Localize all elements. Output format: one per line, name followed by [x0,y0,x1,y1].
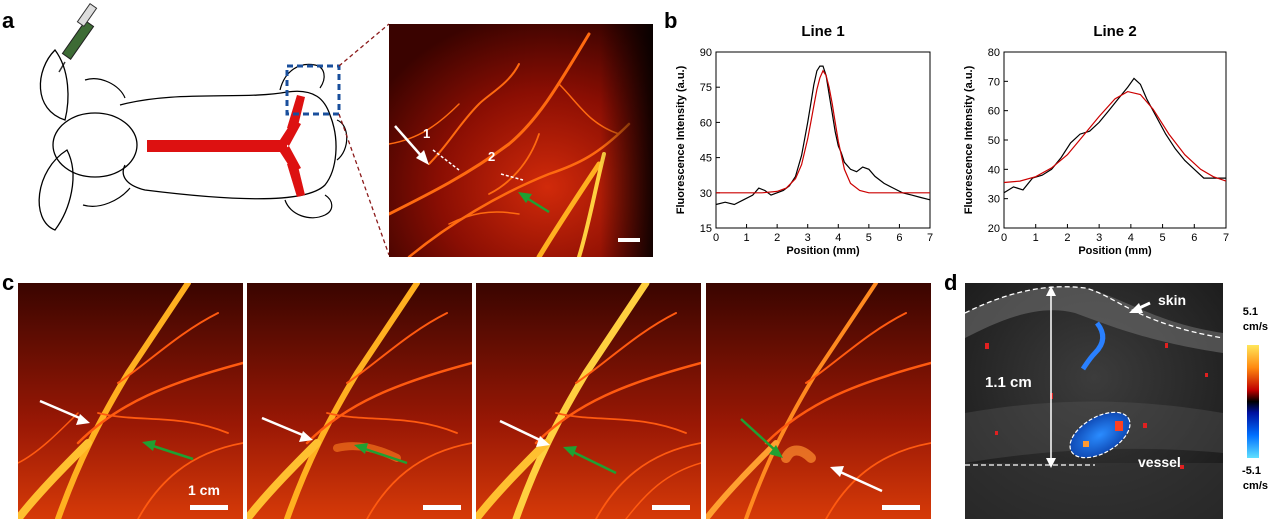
line-profile-chart-2: Line 2 0 1 2 3 4 5 6 7 20 30 40 50 60 70 80 Position (mm… [963,23,1229,257]
panel-d-letter: d [944,270,958,295]
chart2-xtick-label: 2 [1064,232,1070,244]
chart1-xtick-label: 2 [774,232,780,244]
chart2-xtick-label: 0 [1001,232,1007,244]
colorbar-min-unit: cm/s [1243,480,1268,492]
chart2-xtick-label: 1 [1033,232,1039,244]
chart2-xtick-label: 3 [1096,232,1102,244]
chart1-ytick-label: 45 [700,153,712,165]
chart2-plot-frame [1003,51,1227,229]
chart1-xlabel: Position (mm) [786,245,860,257]
panel-b-letter: b [664,8,678,33]
chart2-title: Line 2 [1093,23,1136,40]
chart2-xtick-label: 6 [1191,232,1197,244]
panel-a-letter: a [2,8,15,33]
colorbar-max-value: 5.1 [1243,306,1258,318]
chart2-xtick-label: 5 [1160,232,1166,244]
fluorescence-frame-1: 1 cm [18,283,243,519]
skin-label: skin [1158,292,1186,308]
chart2-series-fit-line [1003,90,1227,184]
fluorescence-frame-2 [247,283,472,519]
chart2-series-measured-line [1003,77,1226,194]
rabbit-schematic [38,2,390,256]
chart1-ytick-label: 60 [700,117,712,129]
chart2-ytick-label: 70 [988,76,1000,88]
chart1-ytick-label: 75 [700,82,712,94]
chart1-xtick-label: 3 [805,232,811,244]
chart1-series-fit-line [716,69,930,194]
chart1-ytick-label: 30 [700,188,712,200]
chart1-plot-frame [715,51,931,229]
fluorescence-frame-3 [476,283,701,519]
chart1-title: Line 1 [801,23,844,40]
colorbar-max-unit: cm/s [1243,321,1268,333]
chart2-ytick-label: 80 [988,47,1000,59]
region-of-interest-box [285,64,341,116]
chart1-xtick-label: 4 [835,232,841,244]
chart2-ytick-label: 60 [988,106,1000,118]
chart1-ytick-label: 90 [700,47,712,59]
chart1-ylabel: Fluorescence Intensity (a.u.) [675,65,687,214]
chart2-xtick-label: 4 [1128,232,1134,244]
colorbar-min-value: -5.1 [1242,465,1261,477]
fluorescence-frame-4 [706,283,931,519]
chart2-xtick-label: 7 [1223,232,1229,244]
chart1-xtick-label: 0 [713,232,719,244]
fluorescence-image-a: 1 2 [389,24,653,257]
syringe-icon [58,2,98,73]
chart2-xlabel: Position (mm) [1078,245,1152,257]
vessel-label: vessel [1138,454,1181,470]
chart1-xtick-label: 5 [866,232,872,244]
colorbar-gradient [1247,345,1259,458]
panel-c-letter: c [2,270,15,295]
scale-label: 1 cm [188,482,220,498]
depth-label: 1.1 cm [985,374,1032,391]
chart1-xtick-label: 1 [744,232,750,244]
chart1-xtick-label: 7 [927,232,933,244]
chart1-series-measured-line [715,65,931,206]
chart2-ytick-label: 20 [988,223,1000,235]
chart2-ytick-label: 40 [988,164,1000,176]
chart2-ylabel: Fluorescence Intensity (a.u.) [963,65,975,214]
chart1-ytick-label: 15 [700,223,712,235]
chart1-xtick-label: 6 [896,232,902,244]
chart2-ytick-label: 30 [988,194,1000,206]
line-1-label: 1 [423,126,430,141]
scale-bar [618,238,640,242]
line-2-label: 2 [488,149,495,164]
vessel-schematic [147,95,305,197]
ultrasound-doppler-image: skin 1.1 cm vessel [965,283,1223,519]
chart2-ytick-label: 50 [988,135,1000,147]
velocity-colorbar: 5.1 cm/s -5.1 cm/s [1242,306,1268,492]
